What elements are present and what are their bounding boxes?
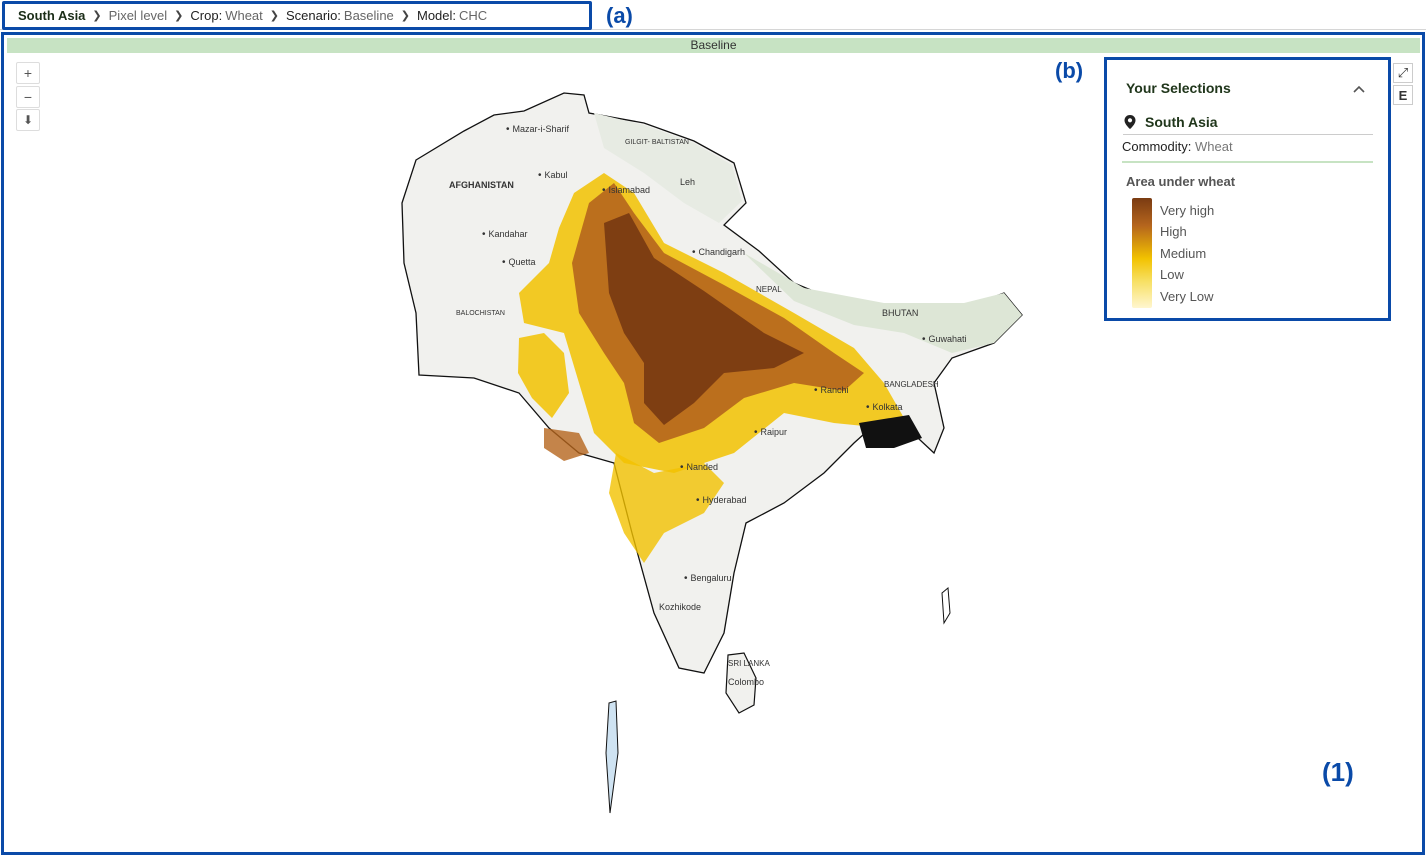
selected-region-name: South Asia [1145,114,1218,130]
label-nanded: Nanded [680,462,719,473]
legend-label-low: Low [1160,267,1184,282]
label-gilgit: GILGIT- BALTISTAN [625,139,689,146]
label-guwahati: Guwahati [922,334,967,345]
label-nepal: NEPAL [756,285,782,294]
commodity-key: Commodity: [1122,139,1192,154]
label-kandahar: Kandahar [482,229,528,240]
label-bhutan: BHUTAN [882,308,919,318]
zoom-out-button[interactable]: − [16,86,40,108]
model-value: CHC [459,8,488,23]
label-kabul: Kabul [538,170,568,181]
breadcrumb-crop[interactable]: Crop: Wheat [190,8,262,23]
chevron-up-icon[interactable] [1352,82,1366,96]
breadcrumb: South Asia ❯ Pixel level ❯ Crop: Wheat ❯… [2,1,592,30]
label-srilanka: SRI LANKA [728,659,770,668]
scenario-title: Baseline [7,38,1420,53]
label-kolkata: Kolkata [866,402,903,413]
commodity-value: Wheat [1194,139,1233,154]
export-button[interactable]: E [1393,85,1413,105]
chevron-right-icon: ❯ [174,10,184,22]
label-ranchi: Ranchi [814,385,849,396]
label-colombo: Colombo [728,677,765,687]
scenario-value: Baseline [343,8,394,23]
label-leh: Leh [680,177,696,187]
breadcrumb-model[interactable]: Model: CHC [417,8,487,23]
crop-value: Wheat [225,8,263,23]
selections-title: Your Selections [1126,80,1231,96]
selections-panel: Your Selections South Asia Commodity: Wh… [1104,57,1391,321]
expand-icon: ⤢ [1397,65,1409,80]
breadcrumb-region[interactable]: South Asia [18,8,86,23]
legend-title: Area under wheat [1126,174,1236,189]
breadcrumb-scenario[interactable]: Scenario: Baseline [286,8,394,23]
label-bangladesh: BANGLADESH [884,380,939,389]
label-bengaluru: Bengaluru [684,573,732,584]
label-afghanistan: AFGHANISTAN [449,180,514,190]
label-mazar: Mazar-i-Sharif [506,124,570,135]
scenario-key: Scenario: [285,8,341,23]
breadcrumb-bar: South Asia ❯ Pixel level ❯ Crop: Wheat ❯… [0,0,1426,30]
label-chandigarh: Chandigarh [692,247,746,258]
annotation-1: (1) [1322,757,1354,787]
breadcrumb-level[interactable]: Pixel level [108,8,168,23]
legend-label-very-low: Very Low [1160,289,1214,304]
legend-color-ramp [1132,198,1152,308]
crop-key: Crop: [190,8,223,23]
label-kozhikode: Kozhikode [659,602,702,612]
chevron-right-icon: ❯ [269,10,279,22]
commodity-row: Commodity: Wheat [1122,139,1373,163]
legend-label-medium: Medium [1160,246,1207,261]
label-raipur: Raipur [754,427,788,438]
label-islamabad: Islamabad [602,185,651,196]
fullscreen-button[interactable]: ⤢ [1393,63,1413,83]
label-balochistan: BALOCHISTAN [456,310,505,317]
legend-label-very-high: Very high [1160,203,1215,218]
location-pin-icon [1124,115,1136,129]
annotation-b: (b) [1055,58,1084,83]
chevron-right-icon: ❯ [92,10,102,22]
model-key: Model: [417,8,457,23]
chevron-right-icon: ❯ [400,10,410,22]
zoom-in-button[interactable]: + [16,62,40,84]
download-button[interactable]: ⬇ [16,109,40,131]
label-hyderabad: Hyderabad [696,495,747,506]
legend-label-high: High [1160,224,1187,239]
label-quetta: Quetta [502,257,536,268]
annotation-a: (a) [606,3,633,28]
selected-region: South Asia [1123,110,1373,135]
